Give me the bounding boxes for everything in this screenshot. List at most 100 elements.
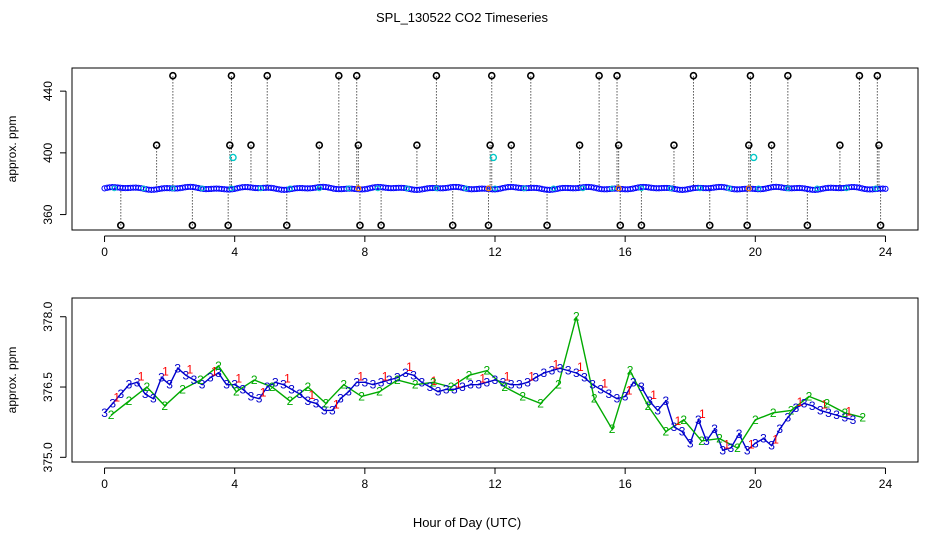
series-1-marker: 1 — [553, 358, 560, 372]
flagged-point — [355, 185, 362, 192]
series-2-marker: 2 — [788, 403, 795, 417]
baseline-accent-point — [579, 185, 586, 192]
raw-outlier-point — [507, 141, 516, 149]
series-3-marker: 3 — [500, 375, 507, 389]
series-1-marker: 1 — [748, 437, 755, 451]
series-2-marker: 2 — [322, 396, 329, 410]
cyan-point — [489, 153, 498, 162]
series-2-marker: 2 — [841, 406, 848, 420]
series-3-marker: 3 — [744, 443, 751, 457]
series-3-marker: 3 — [581, 371, 588, 385]
series-3-marker: 3 — [435, 385, 442, 399]
top-x-tick-label: 24 — [879, 245, 893, 259]
cyan-point — [749, 153, 758, 162]
series-3-marker: 3 — [142, 387, 149, 401]
top-panel: approx. ppm 360 400 440 0 4 8 12 16 20 24 — [5, 67, 919, 259]
baseline-accent-point — [609, 185, 616, 192]
series-1-marker: 1 — [479, 372, 486, 386]
series-3-marker: 3 — [296, 387, 303, 401]
series-3-marker: 3 — [109, 396, 116, 410]
series-2-marker: 2 — [143, 380, 150, 394]
baseline-accent-point — [111, 185, 118, 192]
series-3-marker: 3 — [239, 382, 246, 396]
series-3-marker: 3 — [443, 382, 450, 396]
series-1-marker: 1 — [797, 395, 804, 409]
series-2-marker: 2 — [269, 380, 276, 394]
series-2-marker: 2 — [358, 389, 365, 403]
series-3-marker: 3 — [402, 366, 409, 380]
series-3-marker: 3 — [801, 396, 808, 410]
series-3-marker: 3 — [345, 385, 352, 399]
series-3-marker: 3 — [549, 364, 556, 378]
series-3-marker: 3 — [370, 378, 377, 392]
series-3-marker: 3 — [597, 382, 604, 396]
series-1-marker: 1 — [357, 369, 364, 383]
raw-outlier-point — [352, 71, 361, 80]
top-y-tick-label: 440 — [41, 81, 55, 101]
series-3-marker: 3 — [671, 420, 678, 434]
series-1-marker: 1 — [821, 397, 828, 411]
bot-x-tick-label: 20 — [749, 477, 763, 491]
series-3-marker: 3 — [614, 392, 621, 406]
series-3-marker: 3 — [305, 394, 312, 408]
series-2-marker: 2 — [859, 410, 866, 424]
series-2-marker: 2 — [645, 399, 652, 413]
raw-outlier-point — [767, 141, 776, 149]
raw-outlier-point — [705, 221, 714, 230]
series-1-marker: 1 — [626, 383, 633, 397]
bot-y-tick-label: 378.0 — [41, 301, 55, 331]
raw-outlier-point — [616, 221, 625, 230]
raw-outlier-point — [413, 141, 421, 149]
series-3-marker: 3 — [199, 378, 206, 392]
baseline-accent-point — [228, 185, 235, 192]
series-2-marker: 2 — [752, 413, 759, 427]
series-3-marker: 3 — [565, 364, 572, 378]
bot-x-tick-label: 16 — [618, 477, 632, 491]
raw-outlier-point — [637, 221, 646, 230]
raw-outlier-point — [484, 221, 493, 230]
raw-outlier-point — [876, 221, 885, 230]
series-3-marker: 3 — [719, 443, 726, 457]
bot-x-tick-label: 8 — [362, 477, 369, 491]
series-1-marker: 1 — [260, 386, 267, 400]
series-2-marker: 2 — [430, 375, 437, 389]
raw-outlier-point — [117, 221, 125, 230]
series-3-marker: 3 — [825, 406, 832, 420]
series-3-marker: 3 — [288, 382, 295, 396]
series-3-marker: 3 — [418, 375, 425, 389]
series-3-marker: 3 — [231, 378, 238, 392]
series-3-marker: 3 — [728, 441, 735, 455]
series-3-marker: 3 — [362, 375, 369, 389]
raw-outlier-point — [169, 71, 177, 80]
series-1-marker: 1 — [284, 372, 291, 386]
series-3-marker: 3 — [353, 375, 360, 389]
series-1-marker: 1 — [431, 374, 438, 388]
series-3-marker: 3 — [117, 387, 124, 401]
series-3-marker: 3 — [703, 434, 710, 448]
series-3-marker: 3 — [207, 371, 214, 385]
baseline-accent-point — [521, 185, 528, 192]
top-x-tick-label: 12 — [488, 245, 502, 259]
series-3-marker: 3 — [524, 375, 531, 389]
series-1-marker: 1 — [187, 362, 194, 376]
raw-outlier-point — [670, 141, 678, 149]
baseline-accent-point — [872, 185, 879, 192]
bot-y-tick-label: 375.0 — [41, 442, 55, 472]
bot-y-tick-label: 376.5 — [41, 372, 55, 402]
raw-outlier-point — [432, 71, 441, 80]
series-3-marker: 3 — [557, 361, 564, 375]
series-3-marker: 3 — [451, 382, 458, 396]
series-1-marker: 1 — [113, 390, 120, 404]
series-3-marker: 3 — [174, 361, 181, 375]
raw-outlier-point — [743, 221, 751, 230]
baseline-accent-point — [638, 185, 645, 192]
series-3-marker: 3 — [589, 378, 596, 392]
series-2-marker: 2 — [215, 359, 222, 373]
baseline-accent-point — [697, 185, 703, 192]
baseline-accent-point — [199, 185, 206, 192]
bot-x-tick-label: 4 — [231, 477, 238, 491]
baseline-accent-point — [140, 185, 147, 192]
series-3-marker: 3 — [256, 392, 263, 406]
series-2-marker: 2 — [233, 385, 240, 399]
